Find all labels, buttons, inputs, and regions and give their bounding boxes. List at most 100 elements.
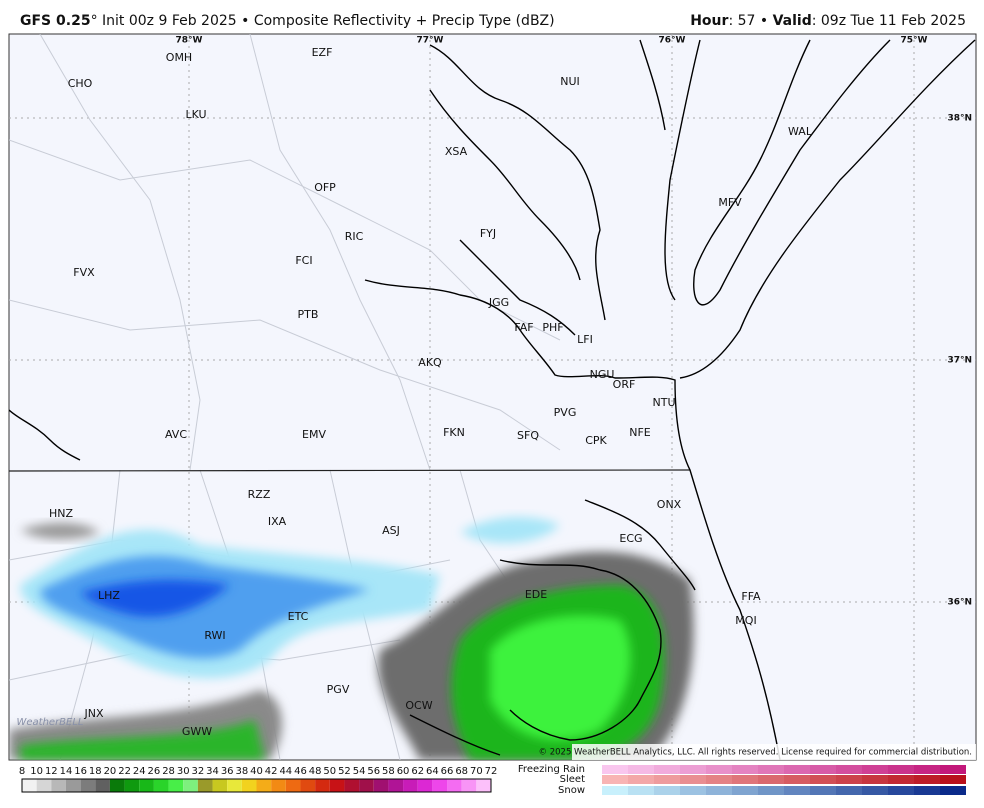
colorbar-cell [300,779,316,792]
precip-type-cell [862,775,888,784]
precip-type-cell [602,775,628,784]
station-label: NTU [653,396,676,409]
station-label: OCW [405,699,432,712]
colorbar-cell [95,779,110,792]
precip-type-cell [888,775,914,784]
station-label: ONX [657,498,682,511]
colorbar-tick: 10 [30,766,43,777]
precip-type-cell [706,786,732,795]
station-label: ECG [619,532,642,545]
precip-type-cell [940,765,966,774]
colorbar-frame [21,778,492,793]
colorbar-tick: 60 [397,766,410,777]
colorbar-tick: 48 [309,766,322,777]
header-part: : 57 • [728,13,772,29]
colorbar-tick: 58 [382,766,395,777]
colorbar-cell [403,779,418,792]
station-label: WAL [788,125,813,138]
station-label: CHO [68,77,93,90]
colorbar-cell [227,779,242,792]
colorbar-tick: 16 [74,766,87,777]
station-labels: OMH EZF CHO NUI LKU XSA WAL OFP MFV RIC FYJ FCI FVX J… [49,46,813,738]
colorbar-tick: 30 [177,766,190,777]
colorbar-cell [359,779,374,792]
station-label: LFI [577,333,593,346]
precip-type-label: Snow [558,785,585,796]
colorbar-tick: 36 [221,766,234,777]
precip-type-cell [680,765,706,774]
map-body: OMH EZF CHO NUI LKU XSA WAL OFP MFV RIC FYJ FCI FVX J… [9,34,976,760]
station-label: EMV [302,428,326,441]
precip-type-cell [732,765,758,774]
colorbar-tick: 20 [104,766,117,777]
colorbar-tick: 68 [455,766,468,777]
colorbar-tick: 8 [19,766,25,777]
colorbar-cell [476,779,491,792]
station-label: ASJ [382,524,400,537]
colorbar-cell [197,779,213,792]
header-part: ° [91,13,98,29]
colorbar-tick: 56 [367,766,380,777]
station-label: MFV [718,196,742,209]
state-border [9,469,691,472]
colorbar-cell [51,779,66,792]
station-label: EDE [525,588,547,601]
colorbar-cell [432,779,448,792]
precip-type-cell [784,786,810,795]
station-label: NFE [629,426,651,439]
lon-label: 78°W [176,36,203,46]
station-label: JGG [488,296,509,309]
logo: WeatherBELL [16,717,83,728]
colorbar-tick: 44 [279,766,292,777]
precip-type-cell [680,775,706,784]
colorbar-tick: 28 [162,766,175,777]
precip-type-cell [654,775,680,784]
colorbar-tick: 72 [485,766,498,777]
colorbar-cell [285,779,301,792]
station-label: RWI [204,629,225,642]
colorbar-cell [168,779,184,792]
lon-label: 77°W [417,36,444,46]
precip-type-cell [654,786,680,795]
station-label: EZF [312,46,333,59]
precip-type-cell [862,765,888,774]
precip-type-cell [862,786,888,795]
colorbar-cell [271,779,286,792]
title: GFS 0.25° Init 00z 9 Feb 2025 • Composit… [20,13,555,29]
station-label: FFA [741,590,761,603]
graticule [9,34,976,760]
station-label: PHF [542,321,563,334]
precip-type-cell [940,786,966,795]
station-label: LHZ [98,589,120,602]
precip-type-cell [628,765,654,774]
precip-type-cell [888,786,914,795]
colorbar-cell [183,779,198,792]
station-label: FVX [73,266,95,279]
station-label: FKN [443,426,465,439]
station-label: LKU [185,108,206,121]
precip-type-cell [914,765,940,774]
precip-type-cell [914,786,940,795]
colorbar-cell [22,779,37,792]
colorbar-tick: 14 [60,766,73,777]
colorbar-cell [417,779,433,792]
dbz-colorbar: 8 10 12 14 16 18 20 22 24 26 28 30 32 34 36 38 40 42 44 46 4… [19,766,498,793]
colorbar-cell [139,779,154,792]
precip [9,516,694,760]
precip-type-cell [836,786,862,795]
colorbar-tick: 42 [265,766,278,777]
lon-label: 75°W [901,36,928,46]
colorbar-tick: 12 [45,766,58,777]
station-label: NUI [560,75,580,88]
header-part: : 09z Tue 11 Feb 2025 [812,13,966,29]
station-label: OMH [166,51,192,64]
precip-type-cell [602,765,628,774]
station-label: NGU [590,368,615,381]
colorbar-cell [344,779,360,792]
header-part: Hour [690,13,728,29]
precip-type-cell [628,775,654,784]
colorbar-tick: 24 [133,766,146,777]
precip-type-cell [784,775,810,784]
